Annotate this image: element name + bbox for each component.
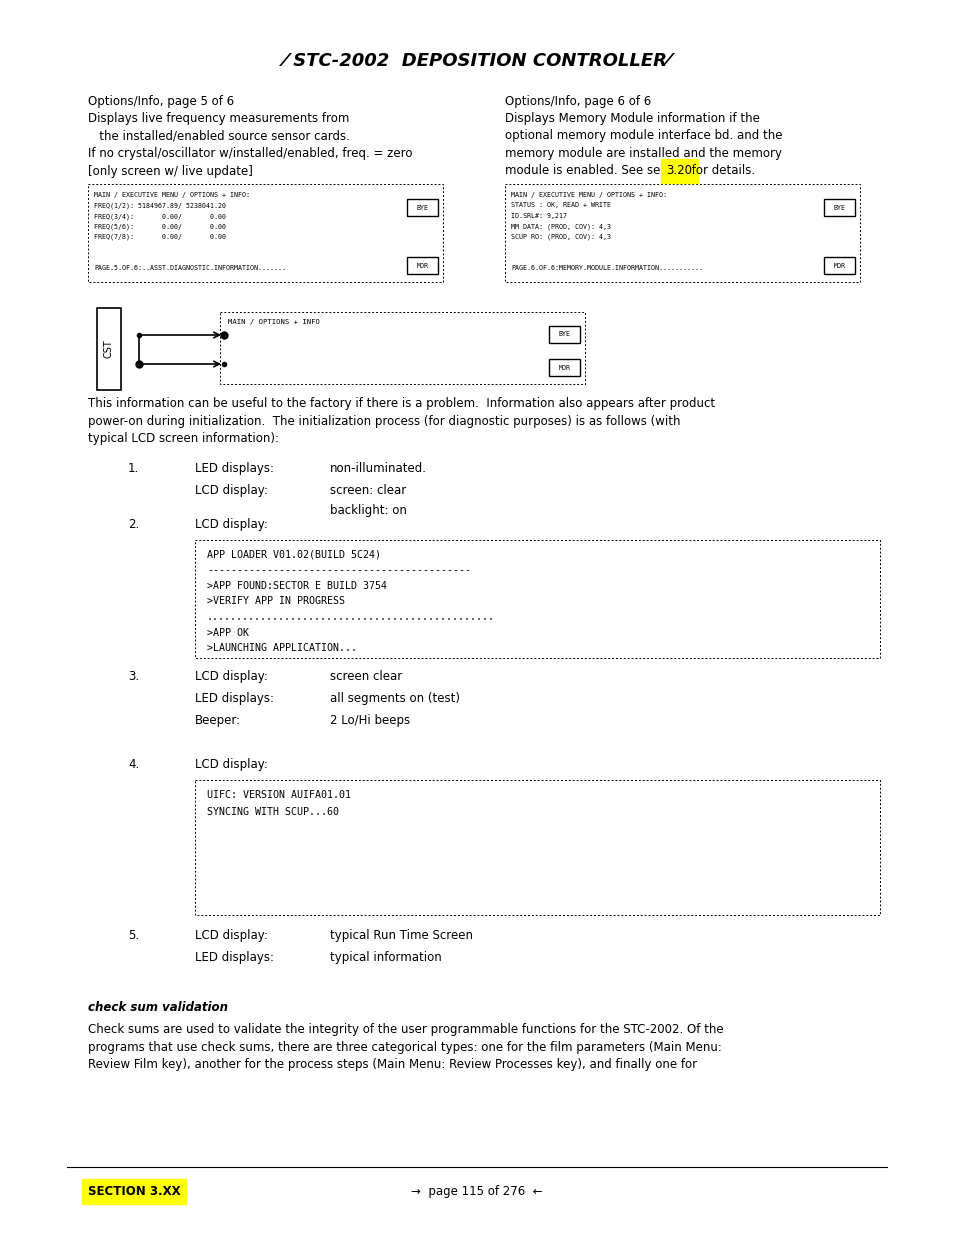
Bar bbox=[548, 326, 579, 343]
Bar bbox=[194, 540, 879, 658]
Bar bbox=[97, 308, 121, 390]
Text: FREQ(7/8):       0.00/       0.00: FREQ(7/8): 0.00/ 0.00 bbox=[94, 233, 226, 241]
Text: screen: clear: screen: clear bbox=[330, 484, 406, 496]
Text: MAIN / EXECUTIVE MENU / OPTIONS + INFO:: MAIN / EXECUTIVE MENU / OPTIONS + INFO: bbox=[511, 191, 666, 198]
Text: LED displays:: LED displays: bbox=[194, 951, 274, 965]
Text: 2.: 2. bbox=[128, 517, 139, 531]
Text: →  page 115 of 276  ←: → page 115 of 276 ← bbox=[411, 1186, 542, 1198]
Bar bbox=[548, 359, 579, 375]
Text: ⁄ STC-2002  DEPOSITION CONTROLLER⁄: ⁄ STC-2002 DEPOSITION CONTROLLER⁄ bbox=[284, 52, 669, 70]
Text: FREQ(3/4):       0.00/       0.00: FREQ(3/4): 0.00/ 0.00 bbox=[94, 212, 226, 220]
Text: STATUS : OK, READ + WRITE: STATUS : OK, READ + WRITE bbox=[511, 203, 610, 209]
Text: all segments on (test): all segments on (test) bbox=[330, 692, 459, 705]
Text: MOR: MOR bbox=[416, 263, 428, 268]
Text: >APP FOUND:SECTOR E BUILD 3754: >APP FOUND:SECTOR E BUILD 3754 bbox=[207, 580, 387, 592]
Bar bbox=[88, 184, 442, 282]
Text: MOR: MOR bbox=[558, 364, 570, 370]
Text: This information can be useful to the factory if there is a problem.  Informatio: This information can be useful to the fa… bbox=[88, 396, 715, 445]
Text: LCD display:: LCD display: bbox=[194, 517, 268, 531]
Text: >VERIFY APP IN PROGRESS: >VERIFY APP IN PROGRESS bbox=[207, 597, 345, 606]
Text: LED displays:: LED displays: bbox=[194, 462, 274, 475]
Text: Check sums are used to validate the integrity of the user programmable functions: Check sums are used to validate the inte… bbox=[88, 1023, 723, 1071]
Text: screen clear: screen clear bbox=[330, 671, 402, 683]
Bar bbox=[823, 257, 854, 274]
Text: LCD display:: LCD display: bbox=[194, 929, 268, 942]
Text: ID.SRL#: 9,217: ID.SRL#: 9,217 bbox=[511, 212, 566, 219]
Text: MM DATA: (PROD, COV): 4,3: MM DATA: (PROD, COV): 4,3 bbox=[511, 224, 610, 230]
Text: Displays live frequency measurements from
   the installed/enabled source sensor: Displays live frequency measurements fro… bbox=[88, 112, 412, 178]
Text: 4.: 4. bbox=[128, 758, 139, 771]
Text: MAIN / OPTIONS + INFO: MAIN / OPTIONS + INFO bbox=[228, 319, 319, 325]
Text: SCUP RO: (PROD, COV): 4,3: SCUP RO: (PROD, COV): 4,3 bbox=[511, 233, 610, 241]
Bar bbox=[823, 199, 854, 216]
Text: memory module are installed and the memory: memory module are installed and the memo… bbox=[504, 147, 781, 161]
Text: FREQ(5/6):       0.00/       0.00: FREQ(5/6): 0.00/ 0.00 bbox=[94, 224, 226, 230]
Text: Beeper:: Beeper: bbox=[194, 714, 241, 727]
Text: 3.20: 3.20 bbox=[665, 164, 692, 178]
Text: PAGE.6.OF.6:MEMORY.MODULE.INFORMATION...........: PAGE.6.OF.6:MEMORY.MODULE.INFORMATION...… bbox=[511, 266, 702, 272]
Text: for details.: for details. bbox=[687, 164, 755, 178]
Text: BYE: BYE bbox=[416, 205, 428, 210]
Text: SECTION 3.XX: SECTION 3.XX bbox=[88, 1186, 180, 1198]
Text: LCD display:: LCD display: bbox=[194, 758, 268, 771]
Text: backlight: on: backlight: on bbox=[330, 504, 406, 517]
Text: ................................................: ........................................… bbox=[207, 613, 495, 622]
Text: typical information: typical information bbox=[330, 951, 441, 965]
Bar bbox=[220, 312, 584, 384]
Bar bbox=[407, 199, 437, 216]
Text: BYE: BYE bbox=[833, 205, 844, 210]
Text: Options/Info, page 5 of 6: Options/Info, page 5 of 6 bbox=[88, 95, 233, 107]
Text: --------------------------------------------: ----------------------------------------… bbox=[207, 566, 471, 576]
Text: APP LOADER V01.02(BUILD 5C24): APP LOADER V01.02(BUILD 5C24) bbox=[207, 550, 380, 559]
Text: PAGE.5.OF.6:..ASST.DIAGNOSTIC.INFORMATION.......: PAGE.5.OF.6:..ASST.DIAGNOSTIC.INFORMATIO… bbox=[94, 266, 286, 272]
Text: Displays Memory Module information if the: Displays Memory Module information if th… bbox=[504, 112, 760, 125]
Bar bbox=[504, 184, 859, 282]
Text: UIFC: VERSION AUIFA01.01: UIFC: VERSION AUIFA01.01 bbox=[207, 790, 351, 800]
Text: CST: CST bbox=[104, 340, 113, 358]
Text: LCD display:: LCD display: bbox=[194, 671, 268, 683]
Text: BYE: BYE bbox=[558, 331, 570, 337]
Text: SYNCING WITH SCUP...60: SYNCING WITH SCUP...60 bbox=[207, 806, 338, 818]
Text: MAIN / EXECUTIVE MENU / OPTIONS + INFO:: MAIN / EXECUTIVE MENU / OPTIONS + INFO: bbox=[94, 191, 250, 198]
Text: LED displays:: LED displays: bbox=[194, 692, 274, 705]
Text: check sum validation: check sum validation bbox=[88, 1002, 228, 1014]
Text: FREQ(1/2): 5184967.89/ 5238041.20: FREQ(1/2): 5184967.89/ 5238041.20 bbox=[94, 203, 226, 209]
Text: module is enabled. See section: module is enabled. See section bbox=[504, 164, 693, 178]
Text: Options/Info, page 6 of 6: Options/Info, page 6 of 6 bbox=[504, 95, 651, 107]
Text: optional memory module interface bd. and the: optional memory module interface bd. and… bbox=[504, 130, 781, 142]
Text: typical Run Time Screen: typical Run Time Screen bbox=[330, 929, 473, 942]
Text: 3.: 3. bbox=[128, 671, 139, 683]
Text: >APP OK: >APP OK bbox=[207, 627, 249, 637]
Text: >LAUNCHING APPLICATION...: >LAUNCHING APPLICATION... bbox=[207, 643, 356, 653]
Text: MOR: MOR bbox=[833, 263, 844, 268]
Text: non-illuminated.: non-illuminated. bbox=[330, 462, 427, 475]
Text: 2 Lo/Hi beeps: 2 Lo/Hi beeps bbox=[330, 714, 410, 727]
Text: 1.: 1. bbox=[128, 462, 139, 475]
Bar bbox=[194, 781, 879, 915]
Text: 5.: 5. bbox=[128, 929, 139, 942]
Text: LCD display:: LCD display: bbox=[194, 484, 268, 496]
Bar bbox=[407, 257, 437, 274]
